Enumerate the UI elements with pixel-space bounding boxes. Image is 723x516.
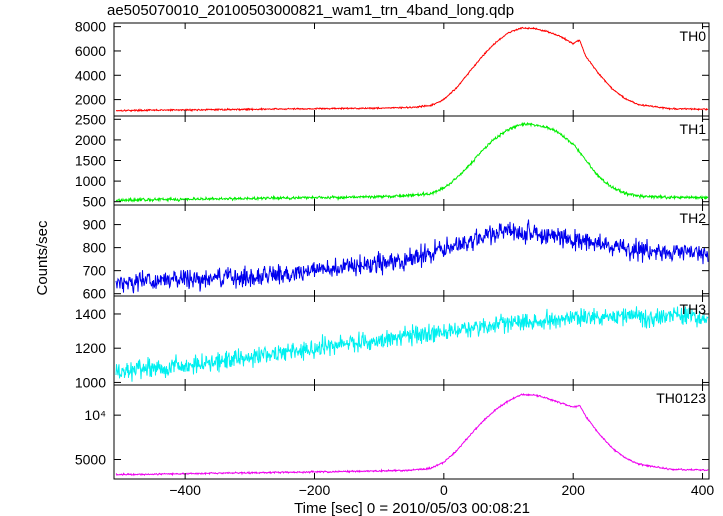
y-tick-label: 1400 bbox=[75, 306, 106, 322]
y-tick-label: 1200 bbox=[75, 340, 106, 356]
panel-th0: 2000 4000 6000 8000 TH0 bbox=[75, 19, 710, 117]
y-tick-label: 500 bbox=[83, 194, 107, 210]
panel-th3: 1000 1200 1400 TH3 bbox=[75, 295, 710, 390]
x-axis: −400 −200 0 200 400 bbox=[169, 482, 714, 498]
series-line-th2 bbox=[115, 219, 709, 294]
y-tick-label: 2500 bbox=[75, 111, 106, 127]
y-tick-label: 6000 bbox=[75, 43, 106, 59]
x-axis-label: Time [sec] 0 = 2010/05/03 00:08:21 bbox=[294, 500, 530, 516]
x-tick-label: 200 bbox=[562, 482, 586, 498]
y-tick-label: 1000 bbox=[75, 374, 106, 390]
series-line-th0123 bbox=[115, 393, 709, 477]
x-tick-label: 0 bbox=[440, 482, 448, 498]
x-tick-label: −400 bbox=[169, 482, 201, 498]
y-tick-label: 1500 bbox=[75, 153, 106, 169]
panel-th0123: 5000 10⁴ TH0123 bbox=[75, 384, 710, 480]
panel-th2: 600 700 800 900 TH2 bbox=[83, 204, 710, 302]
y-tick-label: 700 bbox=[83, 263, 107, 279]
y-tick-label: 2000 bbox=[75, 92, 106, 108]
series-label: TH0123 bbox=[656, 390, 706, 406]
y-tick-label: 900 bbox=[83, 217, 107, 233]
y-tick-label: 2000 bbox=[75, 132, 106, 148]
series-label: TH0 bbox=[680, 28, 707, 44]
x-tick-label: 400 bbox=[691, 482, 715, 498]
y-tick-label: 4000 bbox=[75, 67, 106, 83]
chart-panels: 2000 4000 6000 8000 TH0 500 1000 1500 2000 2500 TH… bbox=[75, 19, 710, 480]
y-tick-label: 5000 bbox=[75, 451, 106, 467]
y-tick-label: 600 bbox=[83, 286, 107, 302]
chart-title: ae505070010_20100503000821_wam1_trn_4ban… bbox=[107, 2, 515, 19]
y-tick-label: 10⁴ bbox=[84, 407, 106, 423]
panel-th1: 500 1000 1500 2000 2500 TH1 bbox=[75, 111, 710, 210]
series-line-th3 bbox=[115, 306, 709, 382]
y-axis-label: Counts/sec bbox=[34, 220, 51, 296]
series-label: TH1 bbox=[680, 121, 707, 137]
panel-frame bbox=[113, 384, 710, 480]
y-tick-label: 8000 bbox=[75, 19, 106, 35]
y-tick-label: 800 bbox=[83, 240, 107, 256]
series-line-th0 bbox=[115, 26, 709, 113]
series-label: TH3 bbox=[680, 301, 707, 317]
series-line-th1 bbox=[115, 121, 709, 203]
x-tick-label: −200 bbox=[299, 482, 331, 498]
series-label: TH2 bbox=[680, 210, 707, 226]
y-tick-label: 1000 bbox=[75, 173, 106, 189]
panel-frame bbox=[113, 22, 710, 117]
